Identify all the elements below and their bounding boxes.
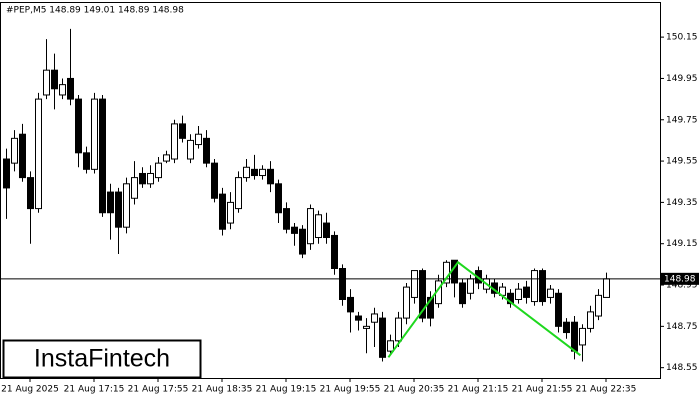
candle-body [67, 77, 74, 100]
symbol-info: #PEP,M5 148.89 149.01 148.89 148.98 [6, 6, 184, 16]
candle-body [83, 152, 90, 170]
candle-body [243, 166, 250, 179]
candle-body [507, 292, 514, 305]
candle-body [331, 234, 338, 270]
candle-body [315, 214, 322, 239]
candle-body [531, 270, 538, 303]
candle-body [467, 278, 474, 294]
candle-body [347, 296, 354, 313]
x-tick-label: 21 Aug 17:15 [64, 385, 125, 395]
candle-body [571, 321, 578, 352]
y-tick-label: 149.55 [666, 157, 698, 167]
x-tick-label: 21 Aug 21:15 [448, 385, 509, 395]
candle-body [211, 162, 218, 199]
candle-body [3, 158, 10, 189]
price-label-box [661, 272, 699, 285]
logo: InstaFintech [34, 345, 170, 373]
x-tick-label: 21 Aug 22:35 [576, 385, 637, 395]
candle-body [459, 282, 466, 305]
pattern-line [387, 260, 582, 358]
x-tick-label: 21 Aug 2025 [1, 385, 59, 395]
candle-body [43, 69, 50, 96]
candle-body [251, 168, 258, 177]
plot-frame [0, 2, 661, 379]
y-tick-label: 148.75 [666, 322, 698, 332]
candle-body [19, 133, 26, 179]
candle-body [219, 193, 226, 230]
candle-body [227, 201, 234, 224]
candle-body [35, 98, 42, 210]
candle-body [563, 321, 570, 334]
candle-body [187, 139, 194, 160]
candle-body [283, 208, 290, 230]
logo-box [2, 339, 202, 379]
candle-body [99, 98, 106, 214]
candle-body [163, 154, 170, 162]
candle-body [299, 228, 306, 255]
candle-body [75, 98, 82, 154]
x-tick-label: 21 Aug 19:15 [256, 385, 317, 395]
candle-body [179, 123, 186, 139]
candle-body [291, 226, 298, 234]
candle-body [307, 208, 314, 245]
x-tick-label: 21 Aug 19:55 [320, 385, 381, 395]
x-tick-label: 21 Aug 21:55 [512, 385, 573, 395]
candle-body [419, 270, 426, 319]
candle-body [403, 286, 410, 319]
candle-body [363, 325, 370, 329]
x-tick-label: 21 Aug 18:35 [192, 385, 253, 395]
candle-body [59, 84, 66, 96]
candle-body [139, 172, 146, 185]
y-tick-label: 148.55 [666, 363, 698, 373]
candle-body [603, 278, 610, 298]
candle-body [395, 317, 402, 342]
candle-body [539, 270, 546, 303]
candle-body [587, 311, 594, 329]
candle-body [267, 168, 274, 185]
candle-body [387, 340, 394, 352]
candle-body [411, 270, 418, 298]
y-tick-label: 149.35 [666, 198, 698, 208]
candle-body [259, 168, 266, 177]
candle-body [235, 177, 242, 210]
candle-body [107, 191, 114, 214]
candle-body [147, 172, 154, 185]
candle-body [203, 137, 210, 164]
candle-body [171, 123, 178, 160]
candle-body [323, 222, 330, 239]
candle-body [123, 183, 130, 228]
candle-body [371, 313, 378, 323]
candle-body [355, 315, 362, 321]
candle-body [195, 133, 202, 146]
candle-body [555, 292, 562, 327]
candle-body [51, 69, 58, 90]
candle-body [523, 286, 530, 298]
price-label: 148.98 [664, 274, 696, 284]
candle-body [379, 317, 386, 358]
y-tick-label: 148.95 [666, 281, 698, 291]
x-tick-label: 21 Aug 17:55 [128, 385, 189, 395]
candle-body [579, 327, 586, 346]
candle-body [115, 191, 122, 228]
candle-body [515, 288, 522, 300]
y-tick-label: 149.95 [666, 74, 698, 84]
candle-body [339, 268, 346, 300]
x-tick-label: 21 Aug 20:35 [384, 385, 445, 395]
candle-body [155, 162, 162, 179]
candle-body [27, 177, 34, 210]
candle-body [91, 98, 98, 170]
candle-body [131, 177, 138, 199]
candle-body [547, 288, 554, 298]
candle-body [427, 296, 434, 319]
candle-body [275, 183, 282, 214]
candle-body [595, 294, 602, 317]
y-tick-label: 149.15 [666, 239, 698, 249]
y-tick-label: 149.75 [666, 115, 698, 125]
candle-body [11, 137, 18, 164]
y-tick-label: 150.15 [666, 33, 698, 43]
